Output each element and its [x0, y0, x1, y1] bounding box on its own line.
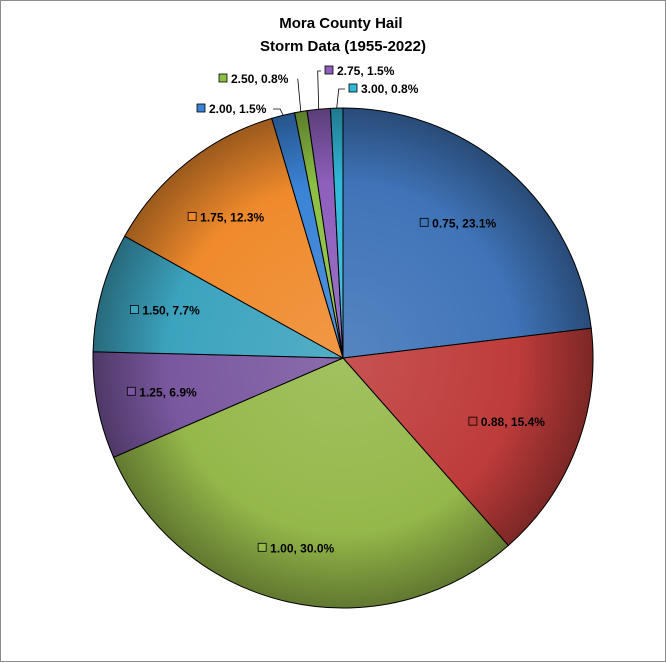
- data-label-0-88: 0.88, 15.4%: [468, 415, 545, 429]
- chart-title-line-2: Storm Data (1955-2022): [260, 38, 426, 55]
- leader-line-2-75: [317, 70, 321, 110]
- legend-key-1-00: [257, 542, 267, 552]
- data-label-0-75: 0.75, 23.1%: [419, 216, 497, 230]
- data-label-text-1-25: 1.25, 6.9%: [139, 385, 197, 399]
- legend-key-2-00: [196, 103, 206, 113]
- data-label-1-00: 1.00, 30.0%: [257, 541, 335, 555]
- data-label-text-3-00: 3.00, 0.8%: [361, 82, 419, 96]
- data-label-1-75: 1.75, 12.3%: [187, 211, 265, 225]
- legend-key-1-75: [187, 212, 197, 221]
- chart-title-line-1: Mora County Hail: [279, 15, 402, 32]
- legend-key-0-75: [419, 217, 429, 227]
- pie-slice-0-75: [342, 107, 592, 359]
- leader-line-2-50: [297, 78, 302, 112]
- pie-slice-3-00: [329, 107, 344, 359]
- data-label-text-2-50: 2.50, 0.8%: [231, 72, 289, 86]
- data-label-text-0-88: 0.88, 15.4%: [481, 415, 545, 429]
- data-label-2-50: 2.50, 0.8%: [218, 72, 289, 86]
- legend-key-0-88: [468, 416, 478, 426]
- data-label-text-0-75: 0.75, 23.1%: [432, 216, 496, 230]
- data-label-1-50: 1.50, 7.7%: [129, 304, 200, 318]
- data-label-text-1-00: 1.00, 30.0%: [270, 541, 334, 555]
- data-label-text-2-75: 2.75, 1.5%: [337, 64, 395, 78]
- data-label-text-2-00: 2.00, 1.5%: [209, 102, 267, 116]
- legend-key-1-25: [126, 386, 136, 396]
- pie-slice-1-25: [92, 351, 344, 458]
- leader-lines: [273, 70, 345, 116]
- pie-slice-1-00: [112, 357, 510, 609]
- data-label-1-25: 1.25, 6.9%: [126, 385, 197, 399]
- data-label-3-00: 3.00, 0.8%: [348, 82, 419, 96]
- legend-key-1-50: [129, 305, 139, 314]
- chart-title: Mora County Hail Storm Data (1955-2022): [260, 15, 426, 55]
- leader-line-3-00: [336, 88, 345, 109]
- data-label-text-1-50: 1.50, 7.7%: [142, 304, 200, 318]
- pie-slice-1-75: [124, 117, 344, 360]
- legend-key-3-00: [348, 83, 358, 93]
- data-labels: 0.75, 23.1% 0.88, 15.4% 1.00, 30.0% 1.25, 6…: [126, 64, 545, 555]
- data-label-2-00: 2.00, 1.5%: [196, 102, 267, 116]
- pie-slice-1-50: [92, 235, 344, 359]
- data-label-text-1-75: 1.75, 12.3%: [200, 211, 264, 225]
- legend-key-2-75: [324, 65, 334, 75]
- pie-slice-0-88: [341, 327, 594, 547]
- leader-line-2-00: [273, 108, 284, 116]
- pie-slices: [92, 107, 594, 609]
- data-label-2-75: 2.75, 1.5%: [324, 64, 395, 78]
- legend-key-2-50: [218, 73, 228, 83]
